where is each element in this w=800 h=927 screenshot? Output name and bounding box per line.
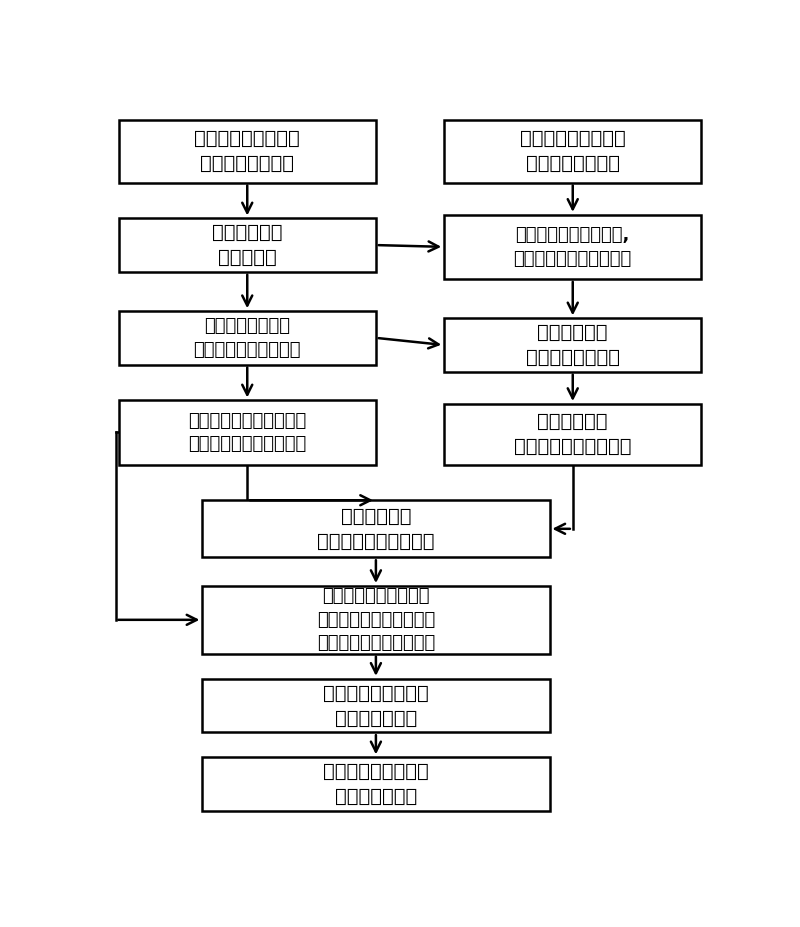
FancyBboxPatch shape <box>118 219 376 272</box>
Text: 用户凭个人碳减排量
进行碳交易活动: 用户凭个人碳减排量 进行碳交易活动 <box>323 762 429 806</box>
Text: 用户扫描上传
若干低碳产品使用凭证: 用户扫描上传 若干低碳产品使用凭证 <box>317 507 434 551</box>
FancyBboxPatch shape <box>118 400 376 464</box>
Text: 用户扫描上传
各项产品使用凭证: 用户扫描上传 各项产品使用凭证 <box>526 323 620 367</box>
Text: 用户选择各项生活方式,
碳排量化模块累加碳排量: 用户选择各项生活方式, 碳排量化模块累加碳排量 <box>514 226 632 268</box>
FancyBboxPatch shape <box>444 404 702 464</box>
Text: 碳排量化模块
核对并确认个人碳排量: 碳排量化模块 核对并确认个人碳排量 <box>514 413 631 456</box>
FancyBboxPatch shape <box>118 120 376 183</box>
FancyBboxPatch shape <box>202 586 550 654</box>
FancyBboxPatch shape <box>202 757 550 811</box>
Text: 用户凭个人碳减排量
进行碳增值活动: 用户凭个人碳减排量 进行碳增值活动 <box>323 683 429 728</box>
FancyBboxPatch shape <box>118 311 376 364</box>
Text: 碳排量基准线与碳排量相
减得到产品碳减排量数据: 碳排量基准线与碳排量相 减得到产品碳减排量数据 <box>188 412 306 453</box>
Text: 企业扫描输入
碳排量数据: 企业扫描输入 碳排量数据 <box>212 223 282 267</box>
Text: 减排认定模块计算
同类产品碳排量基准线: 减排认定模块计算 同类产品碳排量基准线 <box>194 317 301 359</box>
FancyBboxPatch shape <box>444 120 702 183</box>
FancyBboxPatch shape <box>444 215 702 279</box>
Text: 减排认定模块累加若干
低碳产品的碳减排量数据
得到个人的碳减排量数据: 减排认定模块累加若干 低碳产品的碳减排量数据 得到个人的碳减排量数据 <box>317 587 435 653</box>
FancyBboxPatch shape <box>202 679 550 732</box>
Text: 用户登录个人碳账号
进入个人碳数据库: 用户登录个人碳账号 进入个人碳数据库 <box>520 129 626 173</box>
FancyBboxPatch shape <box>202 501 550 557</box>
FancyBboxPatch shape <box>444 318 702 372</box>
Text: 企业登录产品碳账号
进入产品碳数据库: 企业登录产品碳账号 进入产品碳数据库 <box>194 129 300 173</box>
